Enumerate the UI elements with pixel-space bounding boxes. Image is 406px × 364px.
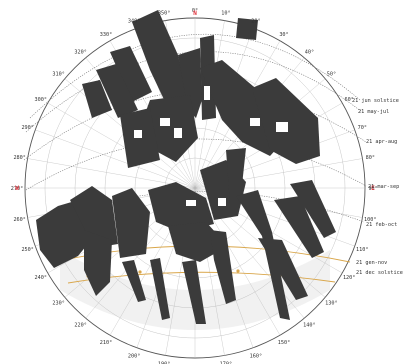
- azimuth-label: 260°: [13, 217, 26, 223]
- obstruction: [70, 186, 118, 248]
- azimuth-label: 120°: [343, 275, 356, 281]
- void: [174, 128, 182, 138]
- sun-path-label: 21 may-jul: [358, 109, 389, 115]
- azimuth-label: 250°: [21, 247, 34, 253]
- azimuth-label: 100°: [364, 217, 377, 223]
- azimuth-spoke: [47, 102, 196, 189]
- azimuth-label: 0°: [192, 8, 198, 14]
- azimuth-label: 130°: [325, 300, 338, 306]
- azimuth-label: 300°: [35, 97, 48, 103]
- sun-path-21-jun: [29, 33, 361, 119]
- obstruction-masks: [36, 10, 336, 324]
- azimuth-label: 190°: [158, 361, 171, 364]
- azimuth-label: 280°: [13, 155, 26, 161]
- obstruction: [112, 188, 150, 258]
- obstruction: [290, 180, 336, 238]
- azimuth-label: 230°: [52, 300, 65, 306]
- obstruction: [210, 230, 236, 304]
- azimuth-label: 170°: [220, 361, 233, 364]
- obstruction: [84, 230, 112, 296]
- sun-path-label: 21 mar-sep: [368, 184, 399, 190]
- void: [160, 118, 170, 126]
- obstruction: [82, 80, 112, 118]
- azimuth-label: 40°: [305, 50, 314, 56]
- sun-path-labels: 21 jun solstice 21 may-jul 21 apr-aug 21…: [352, 98, 403, 276]
- cardinal-east: E: [371, 185, 375, 192]
- obstruction: [182, 260, 206, 324]
- hour-marker: [138, 270, 142, 274]
- azimuth-label: 340°: [128, 19, 141, 25]
- void: [204, 86, 210, 100]
- obstruction: [150, 258, 170, 320]
- azimuth-label: 60°: [345, 97, 354, 103]
- azimuth-label: 80°: [366, 155, 375, 161]
- sun-path-21-mar-sep: [25, 138, 367, 191]
- hour-marker: [236, 269, 240, 273]
- azimuth-label: 70°: [358, 125, 367, 131]
- azimuth-label: 20°: [251, 19, 260, 25]
- azimuth-spoke: [27, 158, 196, 189]
- obstruction: [226, 148, 246, 204]
- obstruction: [132, 10, 188, 108]
- sun-path-label: 21 jun solstice: [352, 98, 399, 104]
- void: [134, 130, 142, 138]
- azimuth-label: 220°: [74, 322, 87, 328]
- azimuth-label: 240°: [35, 275, 48, 281]
- azimuth-label: 150°: [278, 340, 291, 346]
- azimuth-label: 160°: [250, 353, 263, 359]
- azimuth-label: 310°: [52, 72, 65, 78]
- obstruction: [122, 260, 146, 302]
- azimuth-label: 330°: [100, 32, 113, 38]
- azimuth-label: 10°: [221, 11, 230, 17]
- sun-path-label: 21 apr-aug: [366, 139, 397, 145]
- obstruction: [258, 238, 308, 300]
- sun-path-label: 21 dec solstice: [356, 270, 403, 276]
- void: [218, 198, 226, 206]
- obstruction: [110, 46, 152, 102]
- obstruction: [274, 196, 324, 258]
- azimuth-label: 50°: [327, 72, 336, 78]
- azimuth-label: 30°: [279, 32, 288, 38]
- void: [186, 200, 196, 206]
- obstruction: [148, 182, 214, 232]
- obstruction-voids: [134, 86, 288, 206]
- azimuth-labels: 350° 0° 10° 20° 30° 40° 50° 60° 70° 80° 90° 100° 110…: [11, 8, 378, 364]
- azimuth-label: 110°: [356, 247, 369, 253]
- azimuth-spoke: [35, 129, 196, 189]
- obstruction: [96, 64, 138, 118]
- azimuth-label: 140°: [303, 322, 316, 328]
- azimuth-label: 350°: [158, 11, 171, 17]
- sun-path-label: 21 gen-nov: [356, 260, 387, 266]
- obstruction: [236, 18, 258, 40]
- obstruction: [178, 48, 202, 118]
- azimuth-label: 90°: [368, 186, 377, 192]
- azimuth-label: 200°: [128, 353, 141, 359]
- obstruction: [236, 190, 290, 320]
- azimuth-label: 320°: [74, 50, 87, 56]
- azimuth-label: 270°: [11, 186, 24, 192]
- azimuth-label: 210°: [100, 340, 113, 346]
- obstruction: [252, 78, 320, 164]
- void: [276, 122, 288, 132]
- void: [250, 118, 260, 126]
- cardinal-west: W: [15, 185, 19, 192]
- sun-path-label: 21 feb-oct: [366, 222, 397, 228]
- azimuth-label: 290°: [21, 125, 34, 131]
- cardinal-north: N: [193, 10, 197, 17]
